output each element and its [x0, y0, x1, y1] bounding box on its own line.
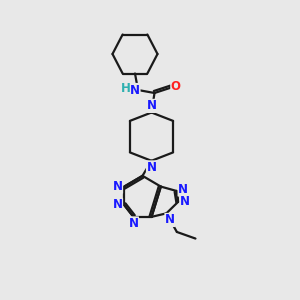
Text: N: N [130, 83, 140, 97]
Text: N: N [178, 183, 188, 196]
Text: N: N [128, 217, 138, 230]
Text: N: N [146, 161, 157, 174]
Text: N: N [112, 199, 122, 212]
Text: N: N [146, 99, 157, 112]
Text: N: N [165, 214, 175, 226]
Text: N: N [180, 195, 190, 208]
Text: H: H [121, 82, 130, 95]
Text: N: N [112, 180, 122, 193]
Text: O: O [171, 80, 181, 93]
